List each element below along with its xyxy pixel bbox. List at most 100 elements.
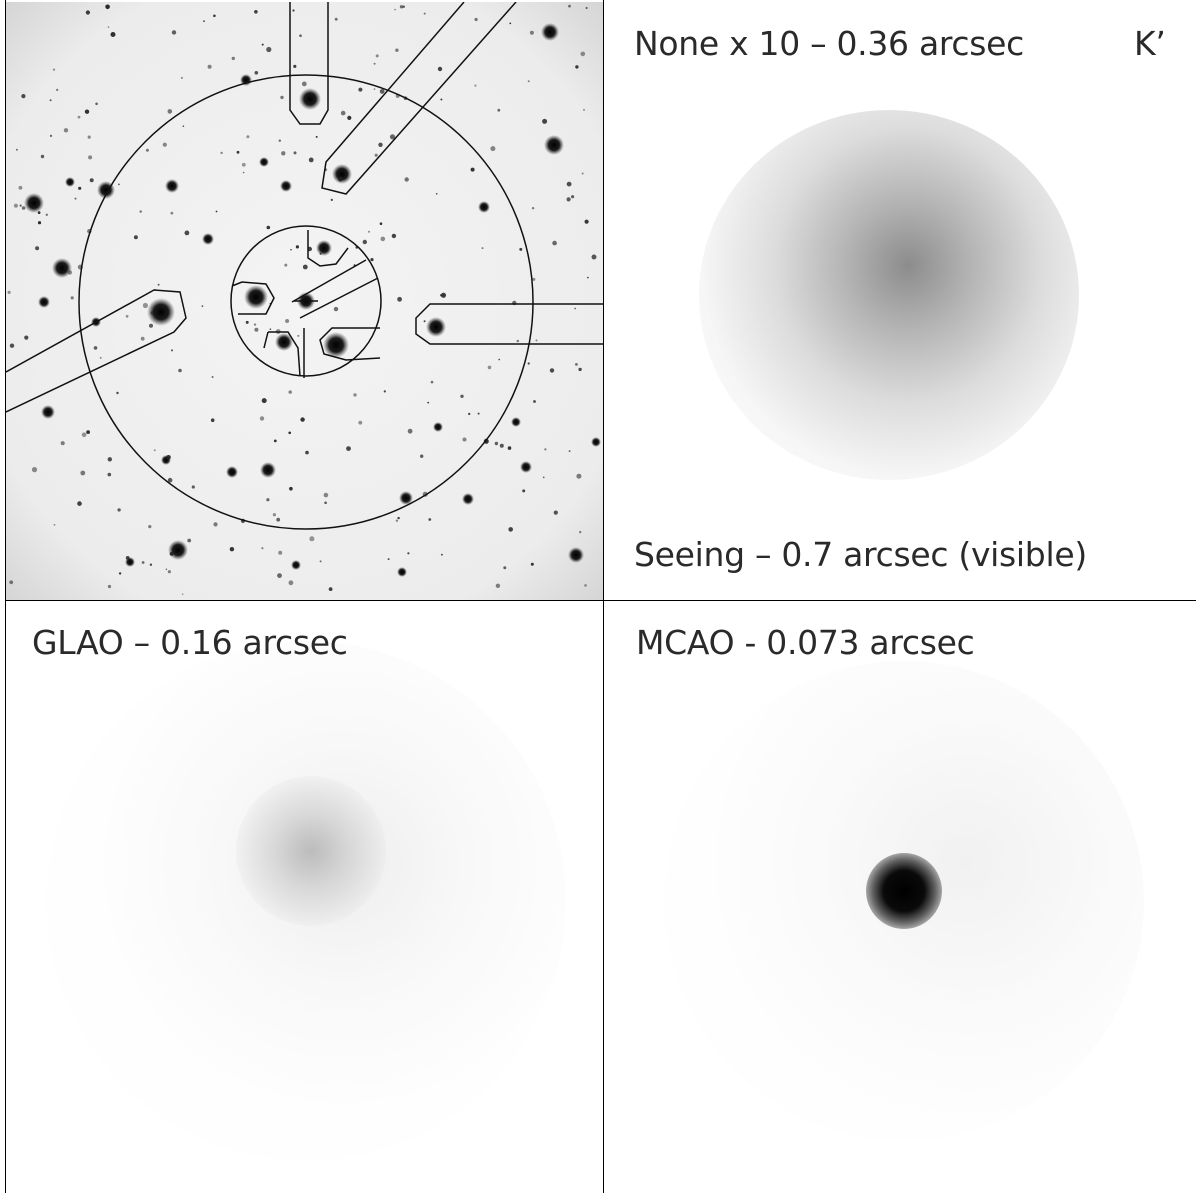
inner-probe-top (307, 230, 349, 267)
faint-star (86, 430, 90, 434)
faint-star (308, 157, 314, 163)
faint-star (211, 376, 214, 378)
faint-star (37, 211, 41, 215)
probe-arm-right (415, 303, 603, 345)
none-label: None x 10 – 0.36 arcsec (634, 24, 1024, 63)
star (38, 296, 50, 308)
left-border (5, 0, 6, 1193)
faint-star (370, 258, 374, 262)
faint-star (118, 183, 120, 186)
faint-star (19, 204, 22, 207)
faint-star (490, 146, 496, 152)
faint-star (9, 343, 15, 348)
faint-star (35, 246, 40, 251)
inner-probe-right (319, 327, 381, 361)
faint-star (584, 584, 587, 587)
probe-arm-left (6, 289, 187, 413)
inner-probe-left (231, 281, 275, 315)
faint-star (346, 446, 351, 451)
star (332, 164, 352, 184)
glao-label: GLAO – 0.16 arcsec (32, 623, 348, 662)
star (291, 560, 301, 570)
faint-star (522, 489, 526, 493)
faint-star (323, 492, 329, 498)
faint-star (375, 54, 379, 58)
faint-star (13, 203, 18, 208)
faint-star (301, 81, 307, 87)
faint-star (80, 470, 86, 476)
faint-star (519, 247, 523, 251)
star (323, 332, 349, 358)
faint-star (481, 247, 484, 250)
faint-star (531, 207, 535, 210)
faint-star (380, 236, 386, 242)
faint-star (319, 252, 322, 255)
faint-star (507, 446, 512, 450)
faint-star (368, 230, 370, 233)
seeing-label: Seeing – 0.7 arcsec (visible) (634, 535, 1087, 574)
faint-star (585, 7, 588, 9)
faint-star (440, 98, 443, 101)
faint-star (171, 349, 173, 352)
faint-star (278, 550, 283, 555)
faint-star (107, 26, 110, 28)
faint-star (391, 233, 397, 239)
outer-field-circle (78, 74, 534, 530)
faint-star (118, 572, 122, 575)
faint-star (278, 139, 281, 142)
faint-star (272, 513, 276, 517)
faint-star (89, 178, 94, 183)
inner-probe-diagonal (291, 259, 379, 319)
faint-star (474, 17, 478, 22)
faint-star (246, 135, 250, 139)
faint-star (293, 64, 297, 68)
faint-star (153, 449, 156, 452)
faint-star (430, 380, 434, 384)
star (316, 240, 332, 256)
faint-star (300, 417, 305, 422)
star (244, 285, 268, 309)
star (52, 258, 72, 278)
faint-star (527, 362, 530, 365)
faint-star (133, 235, 138, 240)
faint-star (575, 363, 578, 366)
faint-star (295, 245, 299, 249)
faint-star (170, 211, 174, 215)
faint-star (373, 88, 376, 90)
faint-star (253, 323, 257, 326)
faint-star (495, 583, 501, 588)
faint-star (542, 118, 548, 124)
star (226, 466, 238, 478)
probe-overlay (6, 2, 603, 530)
faint-star (568, 4, 571, 8)
faint-star (269, 328, 272, 331)
faint-star (242, 171, 245, 174)
star (168, 540, 188, 560)
faint-star (261, 43, 264, 46)
faint-star (324, 501, 327, 505)
faint-star (284, 263, 288, 267)
star (399, 491, 413, 505)
faint-star (261, 398, 267, 404)
faint-star (21, 206, 26, 210)
star (478, 201, 490, 213)
faint-star (280, 95, 284, 100)
faint-star (315, 135, 318, 138)
faint-star (288, 431, 292, 435)
faint-star (99, 356, 102, 359)
faint-star (394, 8, 396, 11)
faint-star (207, 64, 212, 69)
faint-star (578, 367, 582, 372)
faint-star (9, 580, 14, 585)
faint-star (497, 108, 501, 112)
faint-star (67, 270, 73, 275)
faint-star (460, 394, 464, 398)
faint-star (292, 9, 295, 12)
faint-star (21, 94, 26, 99)
faint-star (49, 99, 52, 102)
faint-star (579, 530, 582, 534)
star (541, 23, 559, 41)
faint-star (31, 467, 38, 473)
faint-star (116, 391, 119, 395)
faint-star (141, 561, 145, 564)
